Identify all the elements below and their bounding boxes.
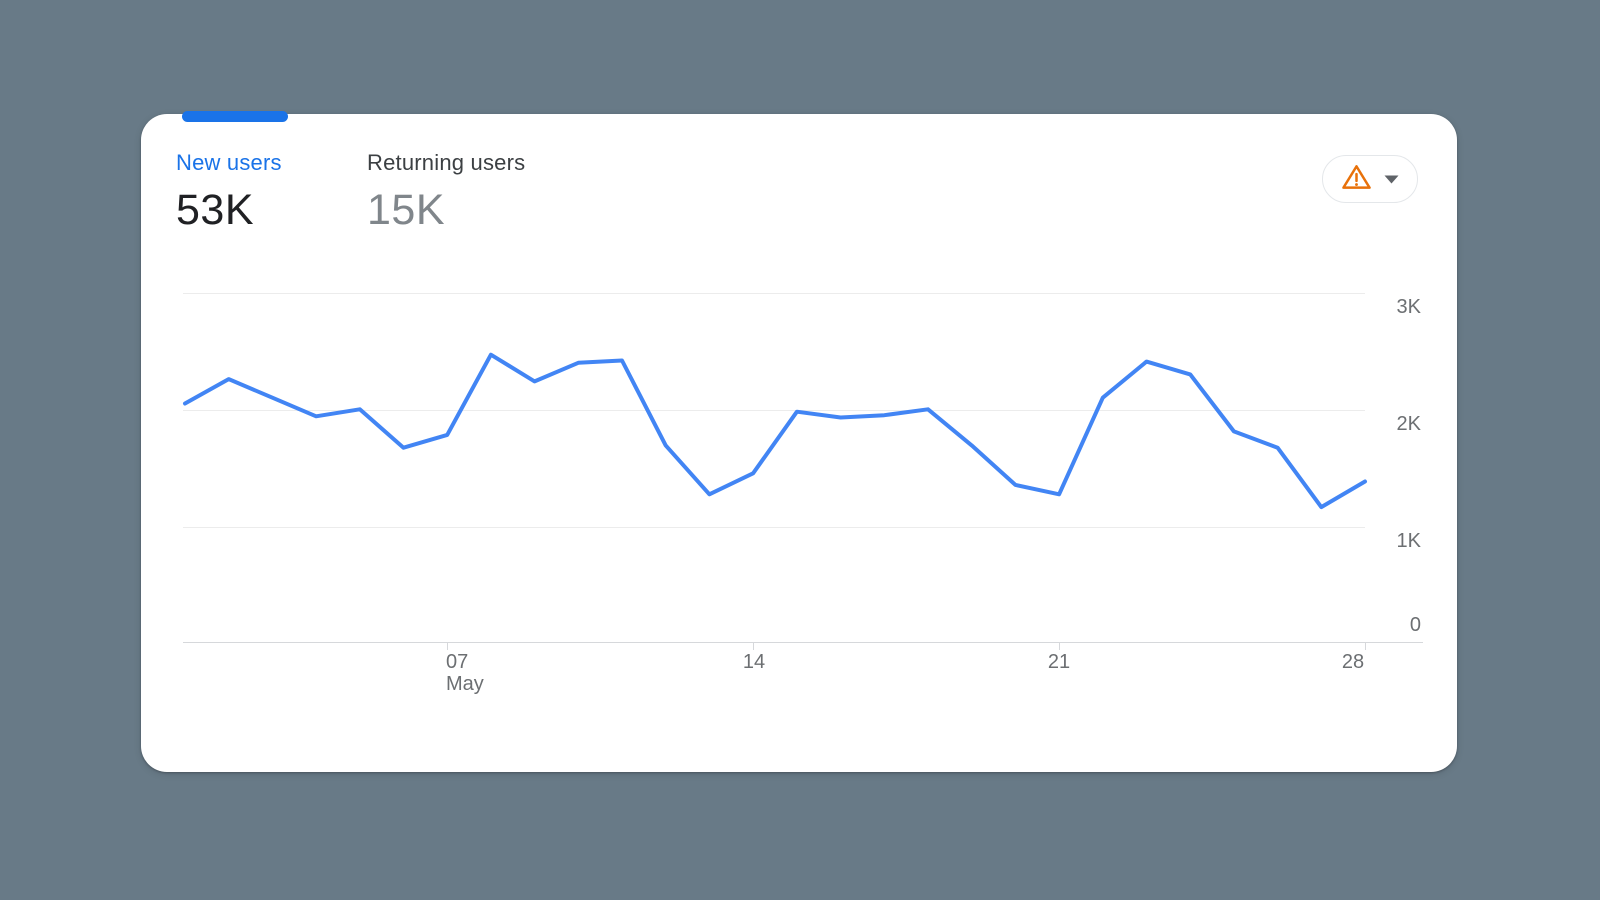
caret-down-icon bbox=[1384, 175, 1399, 184]
y-tick-label-3k: 3K bbox=[1396, 296, 1421, 318]
y-tick-label-0: 0 bbox=[1409, 614, 1421, 636]
data-quality-dropdown-button[interactable] bbox=[1322, 155, 1418, 203]
y-tick-label-1k: 1K bbox=[1396, 530, 1421, 552]
x-tick-14 bbox=[753, 642, 754, 650]
x-tick-28 bbox=[1365, 642, 1366, 650]
y-tick-label-2k: 2K bbox=[1396, 413, 1421, 435]
x-tick-label-21: 21 bbox=[1047, 651, 1071, 673]
x-axis-month-label: May bbox=[446, 673, 484, 695]
analytics-users-card: New users 53K Returning users 15K 3K 2K … bbox=[141, 111, 1457, 772]
metric-tab-returning-users[interactable]: Returning users 15K bbox=[367, 150, 525, 235]
warning-triangle-icon bbox=[1341, 163, 1372, 196]
x-tick-label-28: 28 bbox=[1341, 651, 1365, 673]
metric-label-returning-users: Returning users bbox=[367, 150, 526, 175]
x-axis-baseline bbox=[183, 642, 1423, 643]
gridline-1k bbox=[183, 527, 1365, 528]
x-tick-07 bbox=[447, 642, 448, 650]
gridline-2k bbox=[183, 410, 1365, 411]
metric-value-returning-users: 15K bbox=[367, 186, 446, 234]
metric-tab-new-users[interactable]: New users 53K bbox=[176, 150, 282, 235]
chart-line bbox=[183, 352, 1367, 510]
active-tab-indicator bbox=[182, 111, 288, 122]
metric-label-new-users: New users bbox=[176, 150, 282, 175]
users-line-chart-plot-area[interactable] bbox=[183, 293, 1367, 642]
metric-value-new-users: 53K bbox=[176, 186, 255, 234]
x-tick-label-07: 07 bbox=[446, 651, 469, 673]
gridline-3k bbox=[183, 293, 1365, 294]
x-tick-label-14: 14 bbox=[742, 651, 766, 673]
x-tick-21 bbox=[1059, 642, 1060, 650]
